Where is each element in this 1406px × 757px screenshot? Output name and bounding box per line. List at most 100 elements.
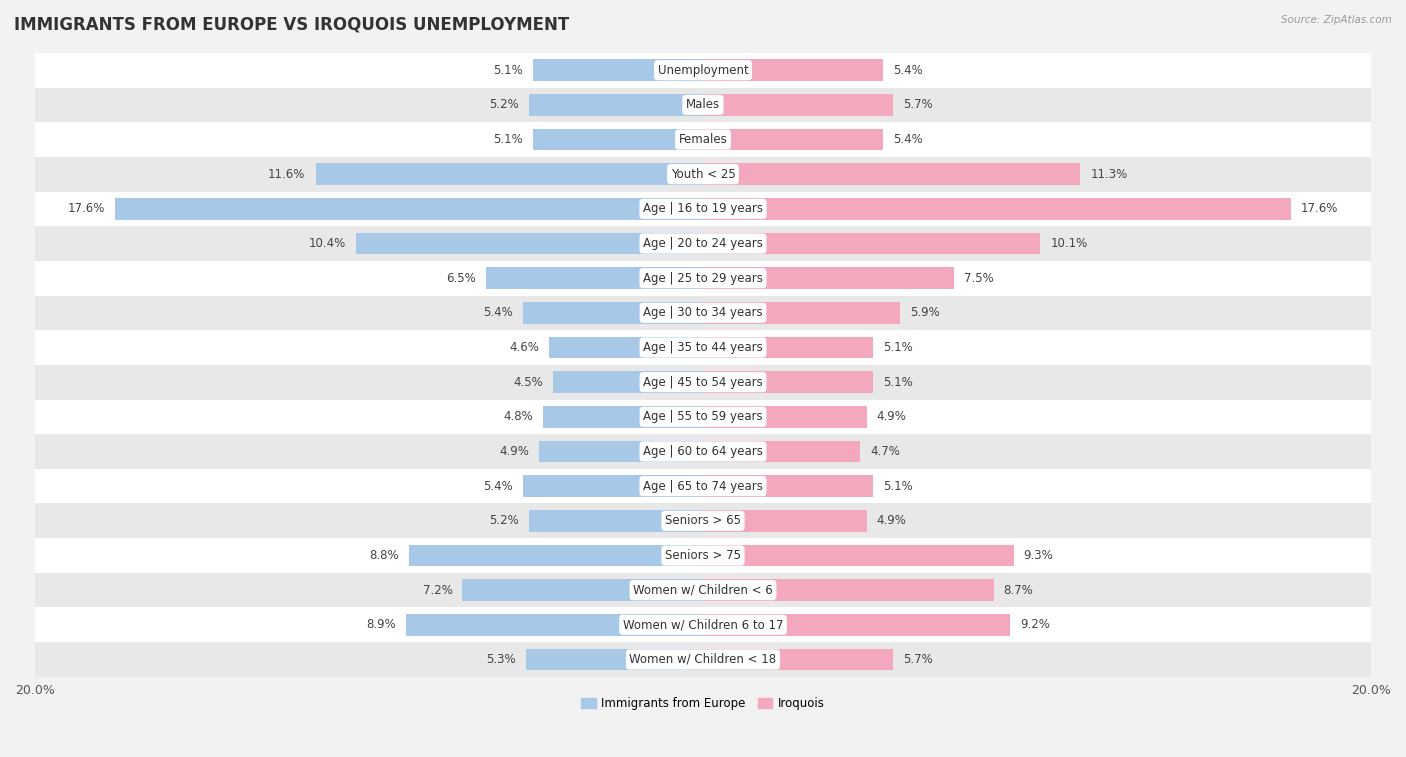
Bar bbox=[406, 614, 703, 636]
Text: 9.3%: 9.3% bbox=[1024, 549, 1053, 562]
Bar bbox=[409, 545, 703, 566]
Text: Seniors > 75: Seniors > 75 bbox=[665, 549, 741, 562]
Text: 4.9%: 4.9% bbox=[877, 514, 907, 528]
Bar bbox=[703, 510, 866, 531]
Text: IMMIGRANTS FROM EUROPE VS IROQUOIS UNEMPLOYMENT: IMMIGRANTS FROM EUROPE VS IROQUOIS UNEMP… bbox=[14, 15, 569, 33]
Bar bbox=[35, 435, 1371, 469]
Text: Females: Females bbox=[679, 133, 727, 146]
Text: 4.5%: 4.5% bbox=[513, 375, 543, 388]
Text: 10.1%: 10.1% bbox=[1050, 237, 1088, 250]
Bar bbox=[35, 607, 1371, 642]
Bar bbox=[703, 129, 883, 150]
Text: Age | 20 to 24 years: Age | 20 to 24 years bbox=[643, 237, 763, 250]
Bar bbox=[35, 642, 1371, 677]
Bar bbox=[703, 60, 883, 81]
Text: 4.9%: 4.9% bbox=[499, 445, 529, 458]
Bar bbox=[703, 337, 873, 358]
Bar bbox=[703, 614, 1011, 636]
Text: 5.4%: 5.4% bbox=[482, 307, 513, 319]
Text: 5.2%: 5.2% bbox=[489, 98, 519, 111]
Bar bbox=[703, 475, 873, 497]
Text: 17.6%: 17.6% bbox=[1301, 202, 1339, 215]
Text: 5.1%: 5.1% bbox=[883, 480, 912, 493]
Text: Age | 16 to 19 years: Age | 16 to 19 years bbox=[643, 202, 763, 215]
Text: Youth < 25: Youth < 25 bbox=[671, 168, 735, 181]
Text: 5.1%: 5.1% bbox=[494, 133, 523, 146]
Bar bbox=[35, 469, 1371, 503]
Bar bbox=[703, 372, 873, 393]
Text: 11.6%: 11.6% bbox=[269, 168, 305, 181]
Text: Women w/ Children < 6: Women w/ Children < 6 bbox=[633, 584, 773, 597]
Text: Women w/ Children < 18: Women w/ Children < 18 bbox=[630, 653, 776, 666]
Text: 8.9%: 8.9% bbox=[366, 618, 395, 631]
Bar bbox=[35, 122, 1371, 157]
Text: Age | 55 to 59 years: Age | 55 to 59 years bbox=[643, 410, 763, 423]
Text: 4.8%: 4.8% bbox=[503, 410, 533, 423]
Bar bbox=[35, 330, 1371, 365]
Bar bbox=[35, 503, 1371, 538]
Bar bbox=[703, 406, 866, 428]
Bar bbox=[703, 579, 994, 601]
Text: 5.4%: 5.4% bbox=[482, 480, 513, 493]
Bar bbox=[703, 545, 1014, 566]
Bar bbox=[35, 538, 1371, 573]
Text: 5.7%: 5.7% bbox=[904, 98, 934, 111]
Text: 7.5%: 7.5% bbox=[963, 272, 993, 285]
Bar bbox=[543, 406, 703, 428]
Bar bbox=[35, 365, 1371, 400]
Bar bbox=[703, 164, 1080, 185]
Bar bbox=[529, 510, 703, 531]
Text: 5.3%: 5.3% bbox=[486, 653, 516, 666]
Text: 7.2%: 7.2% bbox=[423, 584, 453, 597]
Text: Age | 60 to 64 years: Age | 60 to 64 years bbox=[643, 445, 763, 458]
Text: 4.6%: 4.6% bbox=[509, 341, 540, 354]
Legend: Immigrants from Europe, Iroquois: Immigrants from Europe, Iroquois bbox=[576, 692, 830, 715]
Bar bbox=[550, 337, 703, 358]
Text: 8.8%: 8.8% bbox=[370, 549, 399, 562]
Bar bbox=[35, 400, 1371, 435]
Text: 5.9%: 5.9% bbox=[910, 307, 939, 319]
Bar bbox=[703, 441, 860, 463]
Bar bbox=[529, 94, 703, 116]
Text: Age | 25 to 29 years: Age | 25 to 29 years bbox=[643, 272, 763, 285]
Bar bbox=[463, 579, 703, 601]
Bar bbox=[703, 267, 953, 289]
Text: 4.9%: 4.9% bbox=[877, 410, 907, 423]
Text: Age | 30 to 34 years: Age | 30 to 34 years bbox=[643, 307, 763, 319]
Bar bbox=[356, 232, 703, 254]
Bar bbox=[35, 192, 1371, 226]
Bar bbox=[533, 60, 703, 81]
Text: Unemployment: Unemployment bbox=[658, 64, 748, 76]
Text: Males: Males bbox=[686, 98, 720, 111]
Bar bbox=[523, 302, 703, 323]
Bar bbox=[35, 88, 1371, 122]
Bar bbox=[315, 164, 703, 185]
Text: 8.7%: 8.7% bbox=[1004, 584, 1033, 597]
Text: 5.1%: 5.1% bbox=[883, 341, 912, 354]
Bar bbox=[703, 198, 1291, 220]
Text: 5.4%: 5.4% bbox=[893, 133, 924, 146]
Bar bbox=[35, 157, 1371, 192]
Bar bbox=[526, 649, 703, 670]
Text: 5.1%: 5.1% bbox=[883, 375, 912, 388]
Bar bbox=[523, 475, 703, 497]
Text: Age | 45 to 54 years: Age | 45 to 54 years bbox=[643, 375, 763, 388]
Bar bbox=[703, 232, 1040, 254]
Bar bbox=[540, 441, 703, 463]
Bar bbox=[35, 261, 1371, 295]
Text: Age | 35 to 44 years: Age | 35 to 44 years bbox=[643, 341, 763, 354]
Text: 5.2%: 5.2% bbox=[489, 514, 519, 528]
Text: 5.7%: 5.7% bbox=[904, 653, 934, 666]
Bar bbox=[553, 372, 703, 393]
Text: 5.1%: 5.1% bbox=[494, 64, 523, 76]
Bar bbox=[35, 226, 1371, 261]
Bar bbox=[703, 94, 893, 116]
Bar bbox=[533, 129, 703, 150]
Bar bbox=[35, 573, 1371, 607]
Text: 4.7%: 4.7% bbox=[870, 445, 900, 458]
Text: Seniors > 65: Seniors > 65 bbox=[665, 514, 741, 528]
Bar bbox=[703, 302, 900, 323]
Text: Source: ZipAtlas.com: Source: ZipAtlas.com bbox=[1281, 15, 1392, 25]
Bar bbox=[115, 198, 703, 220]
Text: 6.5%: 6.5% bbox=[446, 272, 475, 285]
